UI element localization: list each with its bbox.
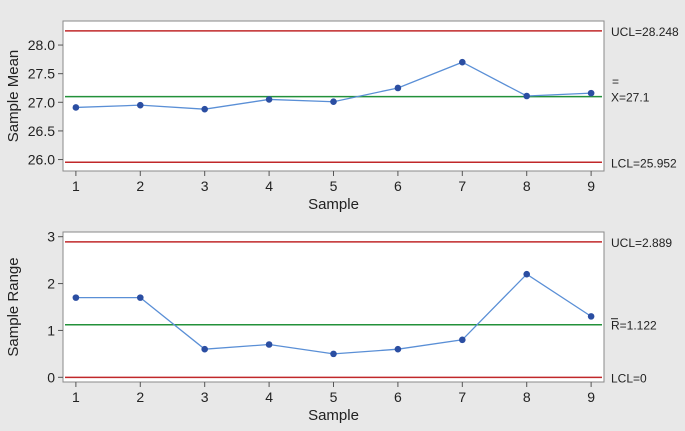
chart2-x-tick-label: 3	[201, 389, 209, 405]
chart1-y-tick-label: 28.0	[28, 37, 55, 53]
chart1-center-label: X=27.1	[611, 91, 650, 105]
chart2-y-axis-title: Sample Range	[5, 257, 22, 356]
chart1-x-axis-title: Sample	[308, 196, 359, 213]
chart2-y-tick-label: 2	[47, 276, 55, 292]
chart1-y-axis-title: Sample Mean	[5, 50, 22, 143]
chart2-ucl-label: UCL=2.889	[611, 236, 672, 250]
chart1-x-tick-label: 9	[587, 178, 595, 194]
chart2-center-label: R=1.122	[611, 319, 657, 333]
chart1-y-tick-label: 27.5	[28, 66, 55, 82]
chart1-x-tick-label: 4	[265, 178, 273, 194]
chart1-x-tick-label: 8	[523, 178, 531, 194]
chart2-data-point	[523, 270, 531, 278]
chart1-x-tick-label: 6	[394, 178, 402, 194]
chart1-data-point	[72, 104, 80, 111]
chart2: 0 1 2 3 1 2 3 4 5 6 7 8 9 UCL=2.889 LCL=0 R=1.122 Sample…	[5, 229, 672, 424]
chart2-data-point	[72, 294, 80, 301]
chart2-data-point	[394, 345, 402, 353]
chart2-y-tick-label: 1	[47, 322, 55, 338]
chart1: 26.0 26.5 27.0 27.5 28.0 1 2 3 4 5 6 7 8 9 UCL=28.248 L…	[5, 20, 679, 213]
chart2-x-tick-label: 1	[72, 389, 80, 405]
chart2-x-tick-label: 4	[265, 389, 273, 405]
chart2-x-tick-label: 7	[458, 389, 466, 405]
chart2-x-axis-title: Sample	[308, 407, 359, 424]
chart2-y-tick-label: 3	[47, 229, 55, 245]
chart1-data-point	[587, 89, 595, 97]
chart1-x-tick-label: 5	[330, 178, 338, 194]
chart1-data-point	[523, 92, 531, 100]
chart1-x-tick-label: 3	[201, 178, 209, 194]
chart2-x-tick-label: 6	[394, 389, 402, 405]
chart1-x-tick-label: 7	[458, 178, 466, 194]
chart2-data-point	[136, 294, 144, 301]
chart2-y-tick-label: 0	[47, 369, 55, 385]
chart2-data-point	[587, 313, 595, 320]
chart2-data-point	[459, 336, 466, 344]
chart1-data-point	[394, 84, 402, 92]
chart1-lcl-label: LCL=25.952	[611, 156, 677, 170]
chart1-center-label-bar: =	[612, 75, 619, 89]
chart2-x-tick-label: 2	[136, 389, 144, 405]
chart2-data-point	[330, 350, 337, 358]
chart2-x-tick-label: 5	[330, 389, 338, 405]
chart1-ucl-label: UCL=28.248	[611, 25, 679, 39]
chart1-y-tick-label: 27.0	[28, 94, 55, 110]
chart1-y-tick-label: 26.0	[28, 152, 55, 168]
chart1-data-point	[459, 58, 466, 66]
chart2-data-point	[265, 341, 273, 348]
chart1-data-point	[330, 98, 337, 106]
chart2-plot-area	[62, 231, 605, 383]
chart1-data-point	[265, 96, 273, 103]
chart2-x-tick-label: 9	[587, 389, 595, 405]
chart2-data-point	[201, 345, 208, 353]
chart1-x-tick-label: 2	[136, 178, 144, 194]
chart1-data-point	[136, 101, 144, 109]
chart1-y-tick-label: 26.5	[28, 123, 55, 139]
chart1-data-point	[201, 105, 208, 113]
chart2-lcl-label: LCL=0	[611, 371, 647, 385]
chart2-x-tick-label: 8	[523, 389, 531, 405]
chart1-x-tick-label: 1	[72, 178, 80, 194]
